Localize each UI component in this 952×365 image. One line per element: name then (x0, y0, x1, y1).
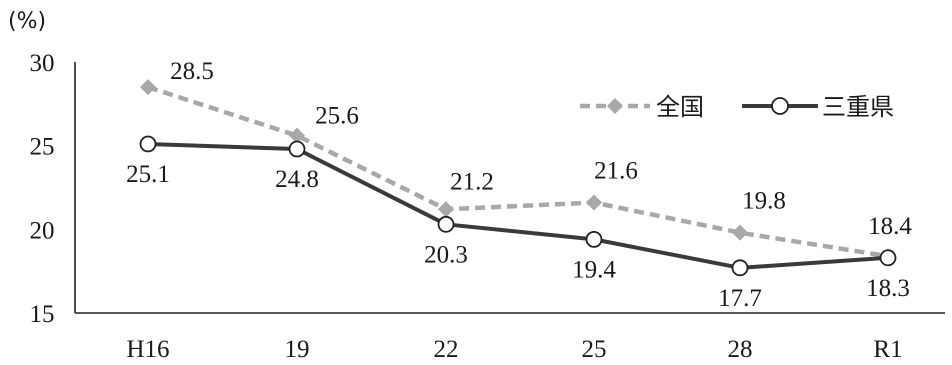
y-tick-label: 15 (30, 301, 55, 328)
y-tick-label: 30 (30, 50, 55, 77)
point-mie (139, 135, 157, 153)
x-tick-label: 22 (434, 336, 459, 363)
point-mie (585, 230, 603, 248)
data-label-mie: 17.7 (718, 285, 762, 312)
x-tick-label: 28 (728, 336, 753, 363)
data-label-national: 18.4 (868, 213, 912, 240)
data-labels: 28.5 25.6 21.2 21.6 19.8 18.4 25.1 24.8 20.3 19.4… (126, 58, 912, 312)
point-national (140, 79, 156, 96)
data-label-national: 21.6 (594, 158, 638, 185)
series-line-mie (147, 141, 889, 270)
point-mie (731, 259, 749, 277)
y-tick-label: 20 (30, 217, 55, 244)
data-label-mie: 20.3 (424, 241, 468, 268)
x-tick-label: 25 (582, 336, 607, 363)
legend-marker-mie (771, 97, 789, 115)
x-tick-label: R1 (873, 336, 902, 363)
data-label-national: 25.6 (315, 103, 359, 130)
y-tick-label: 25 (30, 134, 55, 161)
data-label-national: 19.8 (742, 188, 786, 215)
point-national (732, 224, 748, 241)
legend-marker-national (607, 98, 623, 114)
data-label-mie: 19.4 (572, 256, 616, 283)
point-national (289, 127, 305, 144)
data-label-mie: 24.8 (275, 166, 319, 193)
series-layer (139, 79, 897, 277)
x-tick-label: 19 (285, 336, 310, 363)
x-tick-label: H16 (126, 336, 169, 363)
series-line-national (147, 84, 889, 259)
y-axis-unit-label: (%) (8, 9, 46, 34)
data-label-mie: 18.3 (866, 275, 910, 302)
point-mie (437, 215, 455, 233)
legend-label-national: 全国 (656, 93, 704, 121)
point-mie (879, 249, 897, 267)
legend: 全国 三重県 (580, 93, 894, 121)
point-mie (288, 140, 306, 158)
axes (74, 62, 945, 314)
point-national (586, 194, 602, 211)
data-label-mie: 25.1 (126, 161, 170, 188)
legend-label-mie: 三重県 (822, 93, 894, 121)
tick-labels: 15 20 25 30 H16 19 22 25 28 R1 (30, 50, 903, 363)
point-national (438, 201, 454, 218)
data-label-national: 21.2 (450, 168, 494, 195)
data-label-national: 28.5 (170, 58, 214, 85)
